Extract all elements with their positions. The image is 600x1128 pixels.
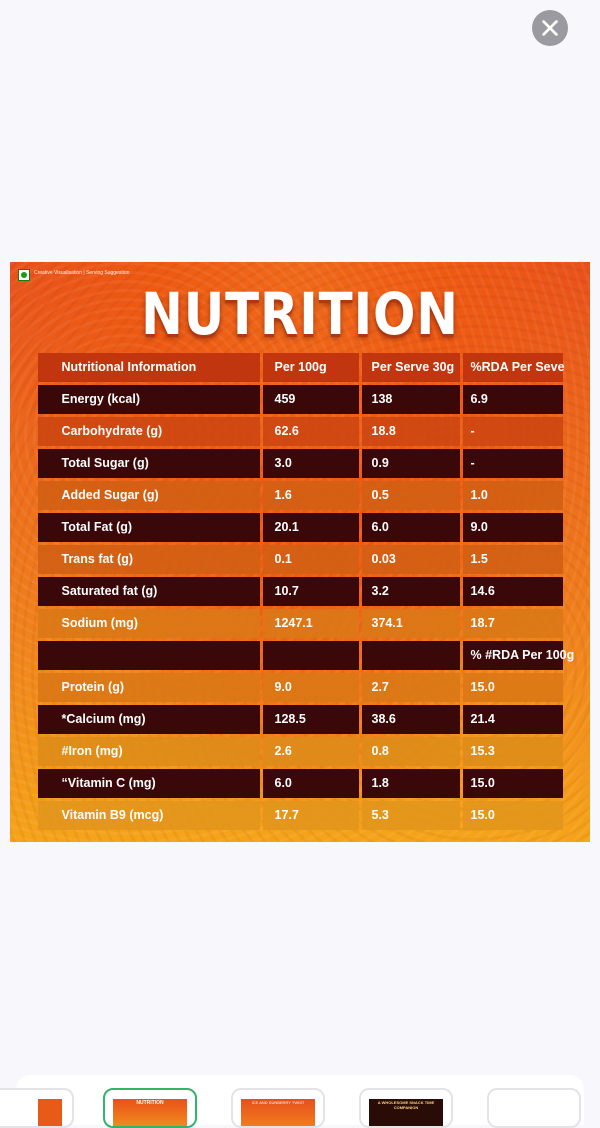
table-row: Saturated fat (g) 10.7 3.2 14.6 [36,575,566,607]
table-cell: 0.1 [262,544,359,574]
table-cell [37,640,260,670]
header-cell: Nutritional Information [37,352,260,382]
table-cell: 1.5 [462,544,563,574]
thumbnail-4[interactable]: A WHOLESOME SNACK TIME COMPANION [359,1088,453,1128]
thumbnail-title: A WHOLESOME SNACK TIME COMPANION [377,1100,435,1110]
table-row: Total Fat (g) 20.1 6.0 9.0 [36,511,566,543]
table-cell: 6.0 [361,512,460,542]
table-cell: 1.8 [361,768,460,798]
table-cell: Energy (kcal) [37,384,260,414]
table-cell: 14.6 [462,576,563,606]
table-cell: 1.0 [462,480,563,510]
table-row: Added Sugar (g) 1.6 0.5 1.0 [36,479,566,511]
table-row: Vitamin B9 (mcg) 17.7 5.3 15.0 [36,799,566,831]
thumbnail-image [38,1099,62,1126]
table-cell: 0.8 [361,736,460,766]
table-cell: Vitamin B9 (mcg) [37,800,260,830]
table-header-row: Nutritional Information Per 100g Per Ser… [36,351,566,383]
image-headline: NUTRITION [141,280,459,348]
table-cell: - [462,416,563,446]
table-cell: 459 [262,384,359,414]
table-cell: Total Fat (g) [37,512,260,542]
table-cell: Carbohydrate (g) [37,416,260,446]
table-row: Energy (kcal) 459 138 6.9 [36,383,566,415]
table-row: #Iron (mg) 2.6 0.8 15.3 [36,735,566,767]
table-cell: 15.0 [462,672,563,702]
thumbnail-2-selected[interactable]: NUTRITION [103,1088,197,1128]
thumbnail-image: A WHOLESOME SNACK TIME COMPANION [369,1099,443,1126]
nutrition-table: Nutritional Information Per 100g Per Ser… [36,351,574,831]
table-row: Total Sugar (g) 3.0 0.9 - [36,447,566,479]
table-cell [262,640,359,670]
table-row: Carbohydrate (g) 62.6 18.8 - [36,415,566,447]
table-cell: 1247.1 [262,608,359,638]
table-row: *Calcium (mg) 128.5 38.6 21.4 [36,703,566,735]
table-cell [361,640,460,670]
table-cell: 6.9 [462,384,563,414]
close-icon [542,20,558,36]
table-cell: 2.7 [361,672,460,702]
table-cell: 0.03 [361,544,460,574]
table-cell: 6.0 [262,768,359,798]
header-cell: Per 100g [262,352,359,382]
table-cell: 21.4 [462,704,563,734]
close-button[interactable] [532,10,568,46]
table-cell: 3.0 [262,448,359,478]
table-cell: 0.5 [361,480,460,510]
thumbnail-image [497,1099,571,1126]
table-cell: - [462,448,563,478]
table-cell: “Vitamin C (mg) [37,768,260,798]
table-cell: 10.7 [262,576,359,606]
table-cell: 9.0 [462,512,563,542]
table-cell: 0.9 [361,448,460,478]
table-cell: 5.3 [361,800,460,830]
table-cell: #Iron (mg) [37,736,260,766]
table-cell: 62.6 [262,416,359,446]
table-cell: 138 [361,384,460,414]
table-row: Trans fat (g) 0.1 0.03 1.5 [36,543,566,575]
table-cell: 38.6 [361,704,460,734]
table-cell: 18.7 [462,608,563,638]
thumbnail-1[interactable] [0,1088,74,1128]
table-cell: Added Sugar (g) [37,480,260,510]
table-cell: 128.5 [262,704,359,734]
table-cell: 9.0 [262,672,359,702]
table-row: % #RDA Per 100g [36,639,574,671]
table-cell: 15.0 [462,800,563,830]
veg-mark-icon [18,269,30,281]
thumbnail-3[interactable]: ICE AND SUNBERRY TWIST [231,1088,325,1128]
table-row: “Vitamin C (mg) 6.0 1.8 15.0 [36,767,566,799]
thumbnail-image: ICE AND SUNBERRY TWIST [241,1099,315,1126]
table-cell: 1.6 [262,480,359,510]
product-image-nutrition[interactable]: Creative Visualisation | Serving Suggest… [10,262,590,842]
thumbnail-strip: NUTRITION ICE AND SUNBERRY TWIST A WHOLE… [0,1075,584,1128]
table-row: Protein (g) 9.0 2.7 15.0 [36,671,566,703]
table-cell: Trans fat (g) [37,544,260,574]
table-cell: Saturated fat (g) [37,576,260,606]
table-row: Sodium (mg) 1247.1 374.1 18.7 [36,607,566,639]
header-cell: Per Serve 30g [361,352,460,382]
table-cell: 20.1 [262,512,359,542]
table-cell: 18.8 [361,416,460,446]
table-cell: Total Sugar (g) [37,448,260,478]
table-cell: 15.0 [462,768,563,798]
thumbnail-5[interactable] [487,1088,581,1128]
thumbnail-image: NUTRITION [113,1099,187,1126]
table-cell: *Calcium (mg) [37,704,260,734]
table-cell: 17.7 [262,800,359,830]
image-caption: Creative Visualisation | Serving Suggest… [34,270,130,276]
table-cell: 2.6 [262,736,359,766]
thumbnail-title: ICE AND SUNBERRY TWIST [251,1100,305,1105]
table-cell: % #RDA Per 100g [462,640,574,670]
table-cell: Sodium (mg) [37,608,260,638]
thumbnail-title: NUTRITION [136,1100,164,1106]
header-cell: %RDA Per Seve [462,352,565,382]
table-cell: 374.1 [361,608,460,638]
table-cell: Protein (g) [37,672,260,702]
table-cell: 15.3 [462,736,563,766]
table-cell: 3.2 [361,576,460,606]
